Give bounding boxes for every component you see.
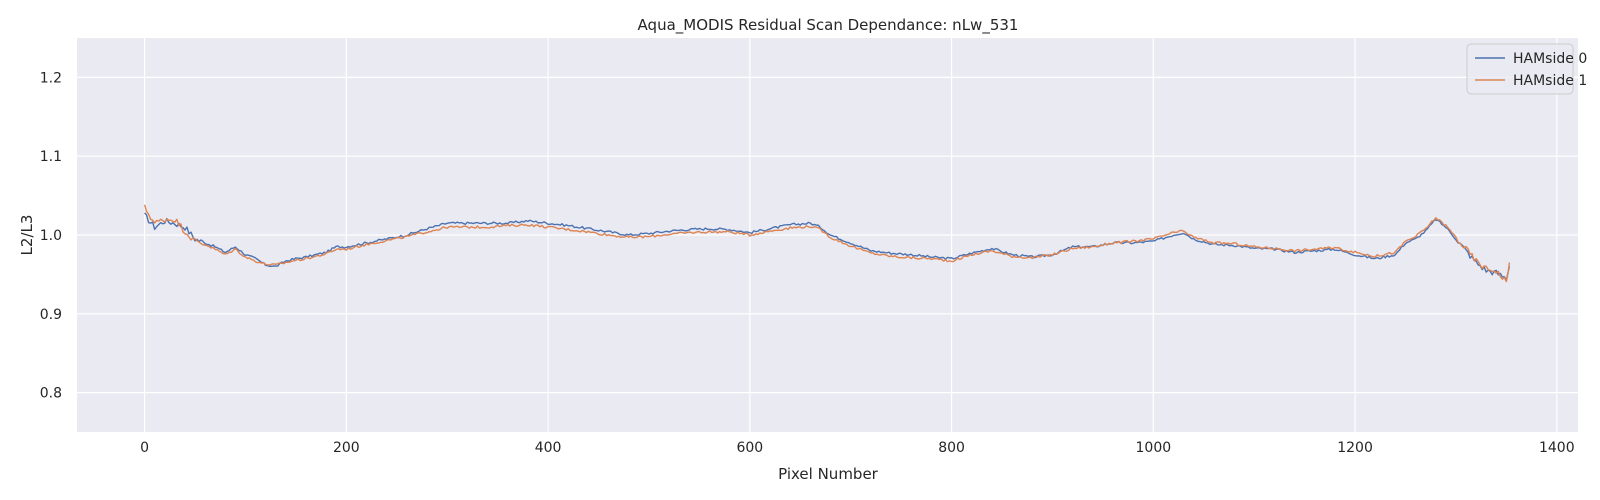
x-tick-label: 200	[333, 440, 360, 456]
x-axis-ticks: 0 200 400 600 800 1000 1200 1400	[140, 440, 1575, 456]
legend-label-1: HAMside 1	[1513, 73, 1587, 89]
y-tick-label: 0.9	[40, 307, 62, 323]
legend-box	[1466, 43, 1574, 95]
x-tick-label: 0	[140, 440, 149, 456]
chart-title: Aqua_MODIS Residual Scan Dependance: nLw…	[638, 16, 1019, 35]
x-tick-label: 1000	[1136, 440, 1172, 456]
y-axis-ticks: 0.8 0.9 1.0 1.1 1.2	[40, 70, 62, 401]
y-tick-label: 0.8	[40, 386, 62, 402]
series-lines	[143, 204, 1511, 283]
x-axis-label: Pixel Number	[778, 465, 879, 483]
x-tick-label: 600	[736, 440, 763, 456]
x-tick-label: 400	[535, 440, 562, 456]
x-tick-label: 1200	[1337, 440, 1373, 456]
series-line-1	[143, 204, 1511, 283]
x-tick-label: 800	[938, 440, 965, 456]
x-tick-label: 1400	[1539, 440, 1575, 456]
y-tick-label: 1.2	[40, 70, 62, 86]
y-tick-label: 1.1	[40, 149, 62, 165]
y-axis-label: L2/L3	[18, 215, 36, 256]
legend-label-0: HAMside 0	[1513, 51, 1587, 67]
legend: HAMside 0 HAMside 1	[1466, 43, 1587, 95]
y-tick-label: 1.0	[40, 228, 62, 244]
